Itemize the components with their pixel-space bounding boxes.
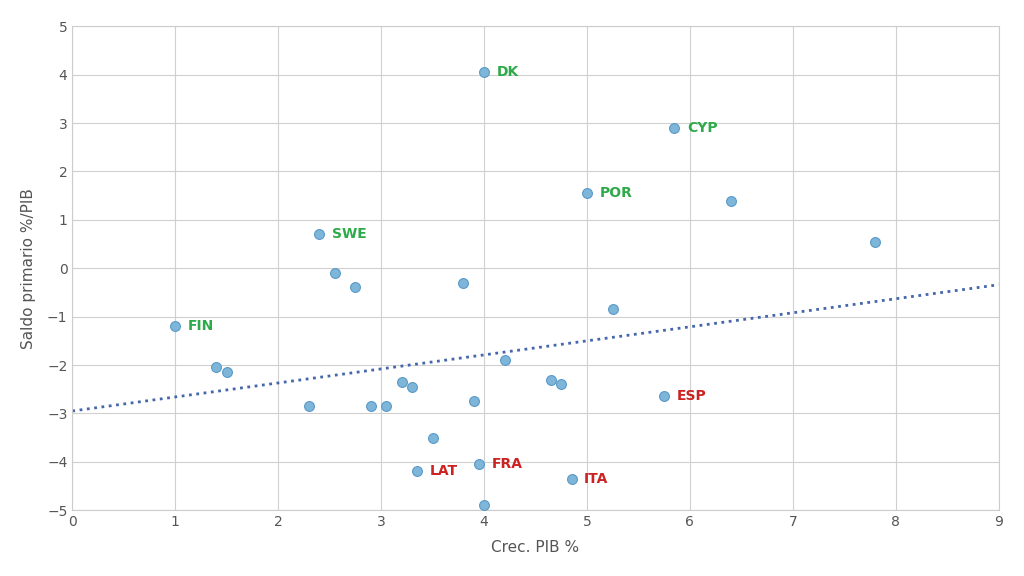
Point: [362, 401, 379, 411]
Point: [579, 189, 595, 198]
Point: [667, 123, 683, 132]
Point: [424, 433, 440, 442]
Point: [563, 474, 580, 483]
Point: [456, 278, 472, 287]
Point: [167, 322, 183, 331]
Y-axis label: Saldo primario %/PIB: Saldo primario %/PIB: [20, 188, 36, 348]
Point: [604, 305, 621, 314]
Point: [723, 196, 739, 205]
X-axis label: Crec. PIB %: Crec. PIB %: [492, 540, 580, 555]
Point: [378, 401, 394, 411]
Point: [476, 501, 493, 510]
Point: [409, 467, 425, 476]
Point: [543, 375, 559, 384]
Point: [393, 377, 410, 386]
Text: SWE: SWE: [332, 228, 367, 241]
Point: [466, 397, 482, 406]
Point: [656, 392, 673, 401]
Text: FIN: FIN: [187, 319, 214, 334]
Point: [471, 460, 487, 469]
Point: [476, 68, 493, 77]
Text: ESP: ESP: [677, 389, 707, 403]
Point: [347, 282, 364, 291]
Text: DK: DK: [497, 65, 518, 79]
Text: ITA: ITA: [584, 472, 608, 486]
Point: [867, 237, 884, 247]
Point: [311, 230, 328, 239]
Point: [218, 367, 234, 377]
Point: [403, 382, 420, 392]
Text: POR: POR: [599, 186, 632, 200]
Text: LAT: LAT: [429, 464, 458, 479]
Text: FRA: FRA: [492, 457, 522, 471]
Point: [208, 363, 224, 372]
Point: [553, 380, 569, 389]
Point: [497, 355, 513, 365]
Point: [301, 401, 317, 411]
Point: [327, 268, 343, 278]
Text: CYP: CYP: [687, 121, 718, 135]
